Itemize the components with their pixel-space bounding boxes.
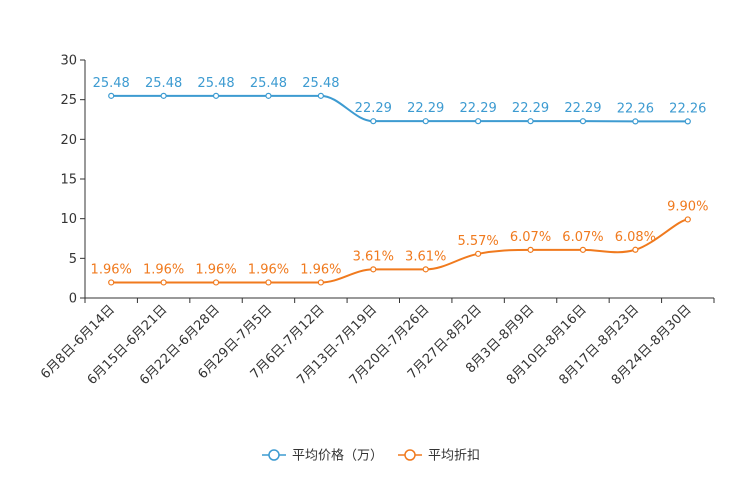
data-point[interactable]	[422, 118, 429, 125]
data-point[interactable]	[108, 92, 115, 99]
data-point[interactable]	[684, 118, 691, 125]
data-label: 1.96%	[300, 262, 341, 277]
data-point[interactable]	[475, 118, 482, 125]
data-point[interactable]	[527, 118, 534, 125]
data-label: 25.48	[250, 76, 287, 91]
data-label: 22.29	[460, 101, 497, 116]
data-point[interactable]	[265, 279, 272, 286]
data-point[interactable]	[265, 92, 272, 99]
series-line-2	[111, 218, 689, 284]
data-point[interactable]	[108, 279, 115, 286]
data-label: 3.61%	[405, 249, 446, 264]
data-label: 1.96%	[91, 262, 132, 277]
data-point[interactable]	[317, 279, 324, 286]
data-label: 25.48	[197, 76, 234, 91]
legend-label: 平均价格（万）	[292, 448, 383, 464]
data-point[interactable]	[475, 250, 482, 257]
y-tick-label: 5	[69, 252, 77, 267]
data-point[interactable]	[422, 266, 429, 273]
data-label: 22.29	[407, 101, 444, 116]
y-tick-label: 0	[69, 292, 77, 307]
data-label: 1.96%	[248, 262, 289, 277]
data-label: 25.48	[302, 76, 339, 91]
legend-item-1[interactable]: 平均价格（万）	[262, 448, 383, 464]
data-label: 3.61%	[353, 249, 394, 264]
data-point[interactable]	[527, 246, 534, 253]
data-point[interactable]	[160, 279, 167, 286]
data-label: 6.07%	[510, 230, 551, 245]
y-tick-label: 30	[60, 54, 77, 69]
y-tick-label: 15	[60, 173, 77, 188]
y-tick-label: 25	[60, 93, 77, 108]
data-point[interactable]	[579, 246, 587, 253]
data-label: 6.07%	[562, 230, 603, 245]
legend-swatch-marker	[268, 449, 280, 461]
data-point[interactable]	[317, 92, 324, 99]
legend-swatch-marker	[404, 449, 416, 461]
legend-item-2[interactable]: 平均折扣	[398, 449, 480, 464]
data-point[interactable]	[632, 246, 639, 253]
data-point[interactable]	[632, 118, 639, 125]
data-label: 22.29	[355, 101, 392, 116]
series-line-1	[111, 94, 688, 123]
data-point[interactable]	[684, 216, 691, 223]
series-layer: 25.48 25.48 25.48 25.48 25.48 22.29 22.29 22.29…	[91, 76, 708, 286]
y-tick-label: 20	[60, 133, 77, 148]
data-label: 9.90%	[667, 199, 708, 214]
data-label: 22.26	[617, 101, 654, 116]
data-label: 25.48	[145, 76, 182, 91]
data-label: 22.26	[669, 101, 706, 116]
data-point[interactable]	[579, 118, 587, 125]
data-label: 22.29	[564, 101, 601, 116]
y-tick-label: 10	[60, 212, 77, 227]
legend-label: 平均折扣	[428, 449, 480, 464]
data-label: 5.57%	[457, 234, 498, 249]
data-label: 1.96%	[143, 262, 184, 277]
chart-legend[interactable]: 平均价格（万） 平均折扣	[262, 448, 480, 464]
data-point[interactable]	[212, 92, 220, 99]
data-label: 6.08%	[615, 230, 656, 245]
data-point[interactable]	[370, 118, 377, 125]
data-point[interactable]	[370, 266, 377, 273]
data-point[interactable]	[212, 279, 220, 286]
data-label: 25.48	[93, 76, 130, 91]
data-label: 22.29	[512, 101, 549, 116]
data-label: 1.96%	[195, 262, 236, 277]
data-point[interactable]	[160, 92, 167, 99]
